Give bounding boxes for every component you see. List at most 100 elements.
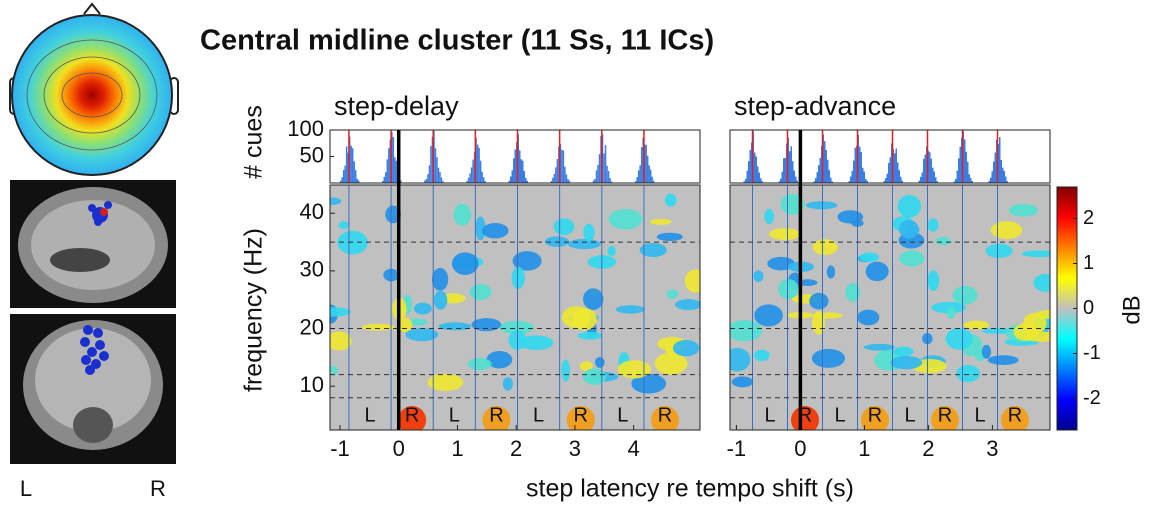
hist-bar <box>815 178 817 183</box>
hist-bar <box>610 181 613 183</box>
heatmap-blob <box>518 335 554 351</box>
x-tick-label: 3 <box>569 436 581 461</box>
heatmap-blob <box>650 218 672 225</box>
colorbar-tick-label: 2 <box>1083 207 1094 229</box>
hist-bar <box>897 162 899 183</box>
hist-bar <box>862 167 864 183</box>
hist-bar <box>848 181 850 183</box>
heatmap-blob <box>338 221 349 230</box>
heatmap-blob <box>899 250 925 267</box>
hist-bar <box>994 152 996 183</box>
hist-bar <box>350 145 352 183</box>
hist-bar <box>646 155 649 183</box>
hist-bar <box>754 152 756 183</box>
brain-left-label: L <box>20 476 32 501</box>
x-tick-label: 4 <box>628 436 640 461</box>
hist-bar <box>565 174 568 183</box>
heatmap-blob <box>330 365 339 376</box>
hist-bar <box>831 181 833 183</box>
heatmap-blob <box>1021 250 1050 258</box>
x-tick-label: 0 <box>393 436 405 461</box>
hist-bar <box>645 144 647 183</box>
hist-bar <box>606 165 608 183</box>
heatmap-blob <box>639 243 667 257</box>
hist-bar <box>639 165 641 183</box>
hist-bar <box>883 180 885 183</box>
heatmap-background <box>330 185 700 430</box>
heatmap-blob <box>945 328 973 350</box>
hist-bar <box>933 171 935 183</box>
heatmap-blobs <box>330 193 700 430</box>
heatmap-blob <box>438 322 472 331</box>
heatmap-blob <box>956 364 981 383</box>
heatmap-blob <box>931 406 959 430</box>
hist-bar <box>640 147 643 183</box>
hist-bar <box>607 171 610 183</box>
hist-bar <box>743 181 745 183</box>
hist-bar <box>436 157 438 183</box>
hist-bar <box>955 178 957 183</box>
heatmap-frame <box>729 184 1051 431</box>
hist-bar <box>648 165 650 183</box>
x-tick-label: 2 <box>922 436 934 461</box>
heatmap-blob <box>684 269 700 293</box>
heatmap-blob <box>330 331 352 351</box>
hist-bar <box>749 149 751 183</box>
hist-bar <box>889 157 891 183</box>
hist-bar <box>395 160 398 183</box>
hist-bar <box>968 174 970 183</box>
hist-bar <box>385 172 387 183</box>
hist-bar <box>859 146 861 183</box>
hist-bar <box>790 146 792 183</box>
heatmap-blob <box>561 306 591 329</box>
hist-bar <box>854 147 856 183</box>
hist-bar <box>649 169 652 183</box>
hist-bar <box>467 177 470 183</box>
hist-bar <box>760 178 762 183</box>
heatmap-blob <box>861 406 889 430</box>
heatmap-blob <box>553 218 575 236</box>
hist-bar <box>428 165 431 183</box>
y-axis-label: frequency (Hz) <box>240 228 268 392</box>
hist-bar <box>924 154 926 183</box>
heatmap-blob <box>397 317 413 332</box>
hist-bar <box>778 181 780 183</box>
hist-bar <box>637 170 640 183</box>
x-tick-label: 1 <box>451 436 463 461</box>
step-label: L <box>904 404 915 426</box>
heatmap-blob <box>398 406 427 430</box>
heatmap-blob <box>927 270 940 292</box>
heatmap-blob <box>467 357 492 371</box>
heatmap-blob <box>811 348 846 368</box>
hist-tick-label: 100 <box>287 116 324 141</box>
heatmap-blob <box>654 352 688 375</box>
heatmap-blob <box>952 285 978 305</box>
heatmap-blob <box>330 197 342 205</box>
heatmap-blob <box>754 349 770 362</box>
brain-right-label: R <box>150 476 166 501</box>
hist-bar <box>988 180 990 183</box>
hist-bar <box>886 173 888 183</box>
heatmap-blob <box>990 221 1023 240</box>
hist-bar <box>383 176 386 183</box>
heatmap-blob <box>568 238 601 250</box>
hist-bar <box>556 159 559 183</box>
hist-bar <box>513 158 515 183</box>
step-label: R <box>1008 404 1022 426</box>
hist-bar <box>827 159 829 183</box>
hist-bar <box>634 181 637 183</box>
heatmap-blob <box>651 406 679 430</box>
hist-bar <box>1003 170 1005 183</box>
hist-bar <box>929 152 931 183</box>
heatmap-blob <box>330 307 351 317</box>
heatmap-blob <box>512 251 542 271</box>
hist-bar <box>522 160 524 183</box>
hist-bar <box>466 181 468 183</box>
hist-bar <box>598 154 601 183</box>
figure-title: Central midline cluster (11 Ss, 11 ICs) <box>200 25 714 57</box>
heatmap-blob <box>863 343 896 351</box>
heatmap-blob <box>809 292 829 310</box>
hist-bar <box>898 170 900 183</box>
hist-bar <box>761 181 763 183</box>
x-tick-label: -1 <box>330 436 350 461</box>
